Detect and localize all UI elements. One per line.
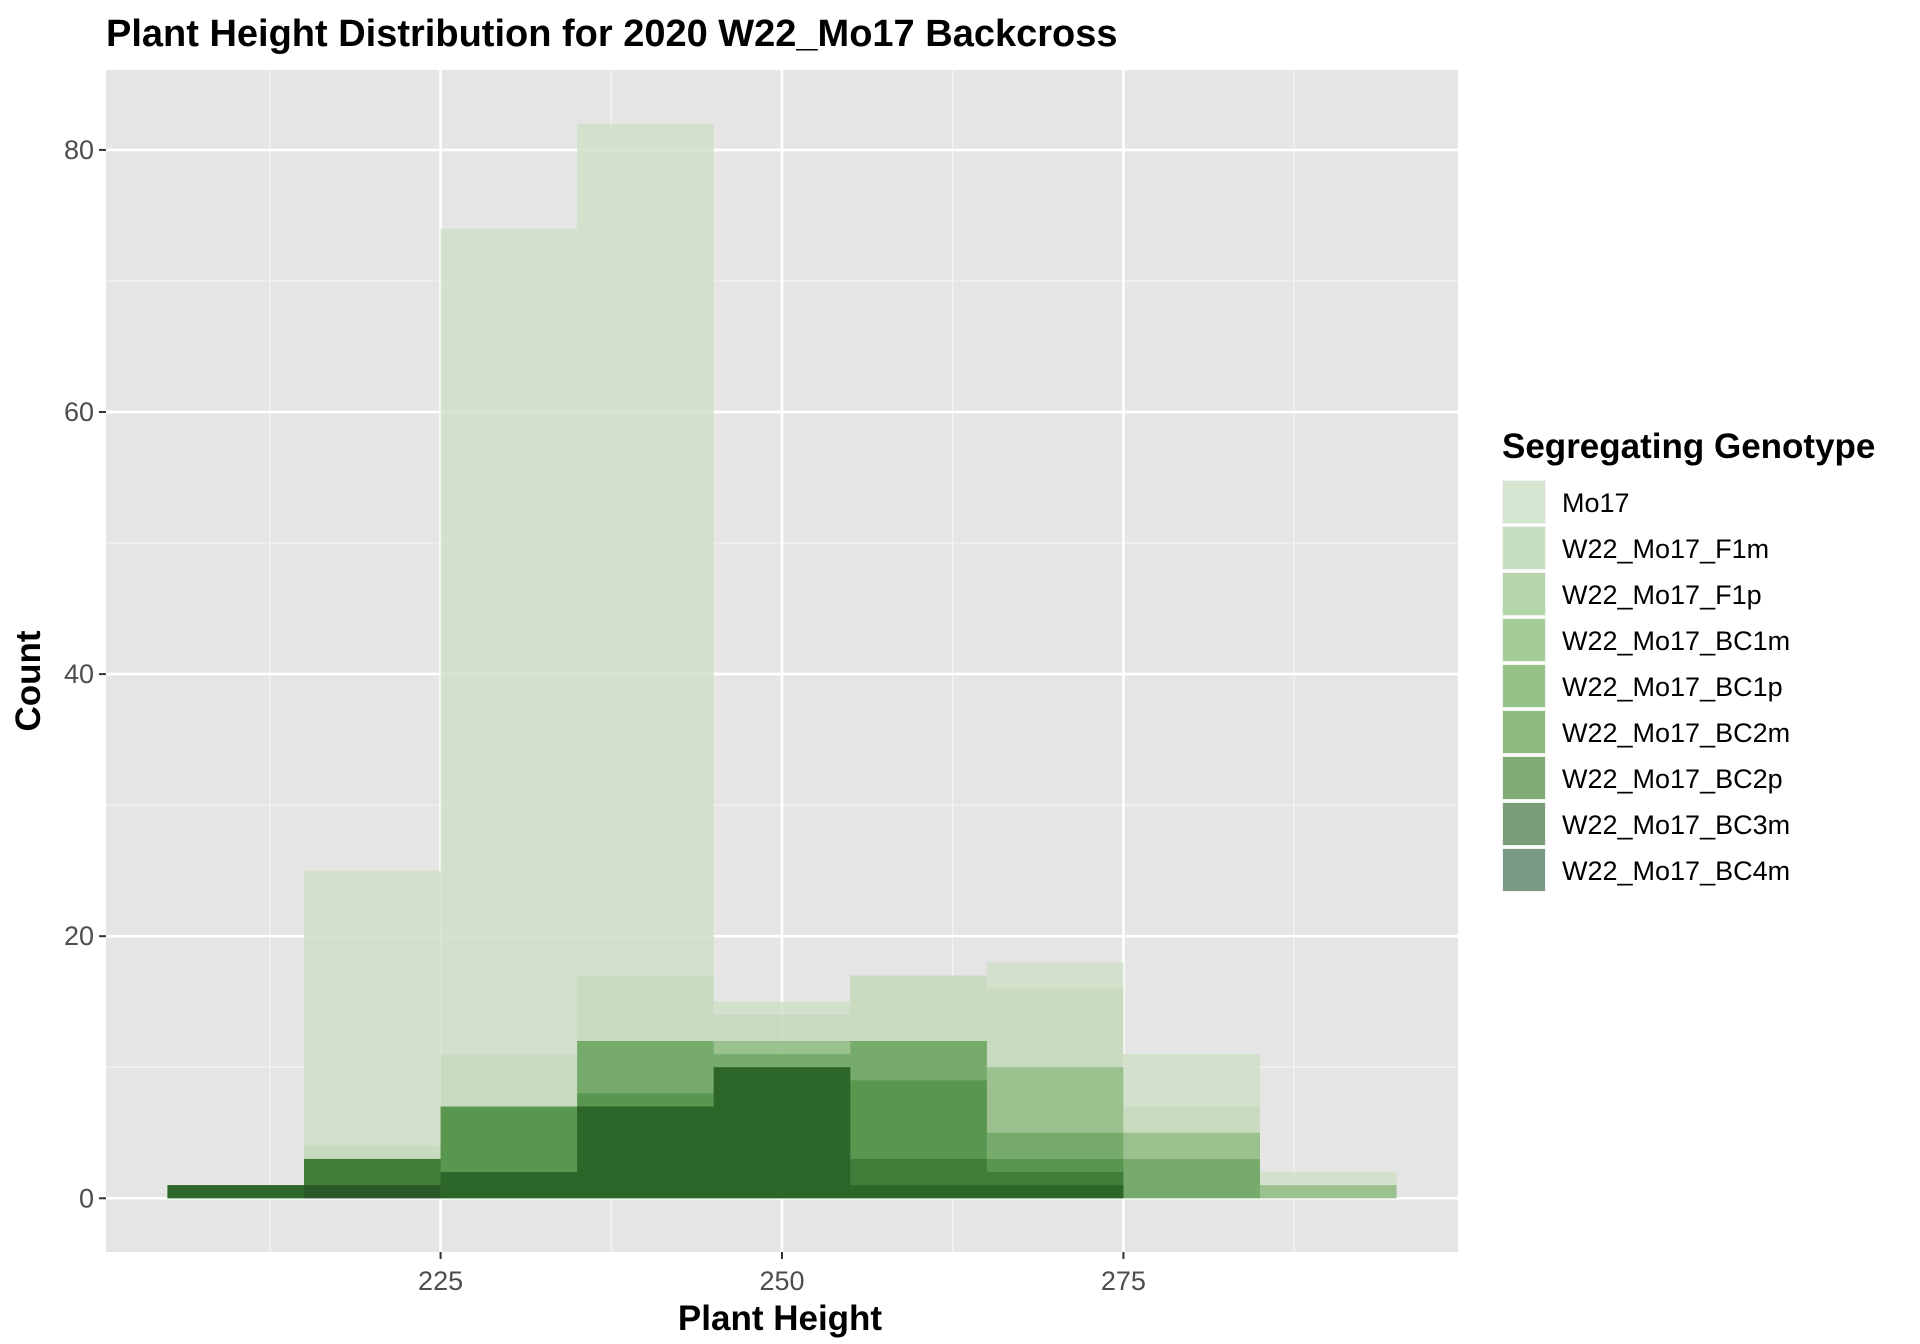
legend-swatch — [1503, 711, 1545, 753]
legend-item: W22_Mo17_BC3m — [1502, 802, 1790, 846]
bar — [440, 228, 578, 1199]
x-axis-title: Plant Height — [678, 1299, 883, 1338]
bar — [1259, 1185, 1397, 1199]
legend-label: W22_Mo17_F1p — [1562, 580, 1762, 610]
bar — [713, 1067, 851, 1199]
legend-swatch — [1503, 803, 1545, 845]
legend-title: Segregating Genotype — [1502, 427, 1875, 466]
legend-item: W22_Mo17_BC2p — [1502, 756, 1783, 800]
bar — [1259, 1172, 1397, 1199]
y-axis: 0 20 40 60 80 — [64, 135, 106, 1213]
bar — [850, 975, 987, 1199]
legend-swatch — [1503, 481, 1545, 523]
bar — [986, 1185, 1124, 1199]
bar — [986, 962, 1124, 1199]
bar — [304, 870, 441, 1199]
x-tick-label: 275 — [1101, 1266, 1146, 1296]
bar — [1123, 1132, 1260, 1199]
bar — [986, 1067, 1124, 1199]
series-W22_Mo17_BC4m — [304, 1185, 441, 1199]
series-W22_Mo17_BC3m — [167, 1067, 1124, 1199]
y-tick-label: 60 — [64, 397, 94, 427]
legend-label: W22_Mo17_BC2p — [1562, 764, 1783, 794]
legend-item: W22_Mo17_BC1m — [1502, 618, 1790, 662]
legend-label: W22_Mo17_BC1p — [1562, 672, 1783, 702]
legend-swatch — [1503, 573, 1545, 615]
y-tick-label: 80 — [64, 135, 94, 165]
bar — [440, 1172, 578, 1199]
legend-swatch — [1503, 849, 1545, 891]
x-axis: 225 250 275 — [418, 1252, 1146, 1296]
bar — [850, 1041, 987, 1199]
bar — [986, 1067, 1124, 1199]
bar — [1123, 1054, 1260, 1199]
bar — [577, 123, 714, 1199]
y-tick-label: 40 — [64, 659, 94, 689]
legend-label: Mo17 — [1562, 488, 1630, 518]
legend-swatch — [1503, 527, 1545, 569]
bar — [1123, 1106, 1260, 1199]
chart-title: Plant Height Distribution for 2020 W22_M… — [106, 13, 1118, 55]
legend-item: Mo17 — [1502, 480, 1630, 524]
legend: Segregating Genotype Mo17 W22_Mo17_F1m W22… — [1502, 427, 1875, 892]
bar — [1123, 1132, 1260, 1199]
bar — [850, 1185, 987, 1199]
legend-item: W22_Mo17_BC4m — [1502, 848, 1790, 892]
legend-item: W22_Mo17_F1m — [1502, 526, 1769, 570]
x-tick-label: 250 — [759, 1266, 804, 1296]
bar — [850, 975, 987, 1199]
legend-label: W22_Mo17_F1m — [1562, 534, 1769, 564]
legend-label: W22_Mo17_BC3m — [1562, 810, 1790, 840]
bar — [986, 988, 1124, 1199]
legend-label: W22_Mo17_BC1m — [1562, 626, 1790, 656]
legend-item: W22_Mo17_F1p — [1502, 572, 1762, 616]
bar — [577, 1106, 714, 1199]
bars — [167, 123, 1397, 1199]
legend-item: W22_Mo17_BC2m — [1502, 710, 1790, 754]
bar — [850, 1041, 987, 1199]
bar — [304, 1185, 441, 1199]
bar — [1259, 1185, 1397, 1199]
legend-label: W22_Mo17_BC2m — [1562, 718, 1790, 748]
legend-swatch — [1503, 619, 1545, 661]
y-tick-label: 0 — [79, 1183, 94, 1213]
legend-swatch — [1503, 757, 1545, 799]
bar — [167, 1185, 305, 1199]
bar — [850, 1041, 987, 1199]
bar — [1259, 1185, 1397, 1199]
y-axis-title: Count — [9, 630, 48, 731]
x-tick-label: 225 — [418, 1266, 463, 1296]
legend-swatch — [1503, 665, 1545, 707]
legend-label: W22_Mo17_BC4m — [1562, 856, 1790, 886]
y-tick-label: 20 — [64, 921, 94, 951]
legend-item: W22_Mo17_BC1p — [1502, 664, 1783, 708]
bar — [1123, 1158, 1260, 1199]
bar — [850, 1080, 987, 1199]
